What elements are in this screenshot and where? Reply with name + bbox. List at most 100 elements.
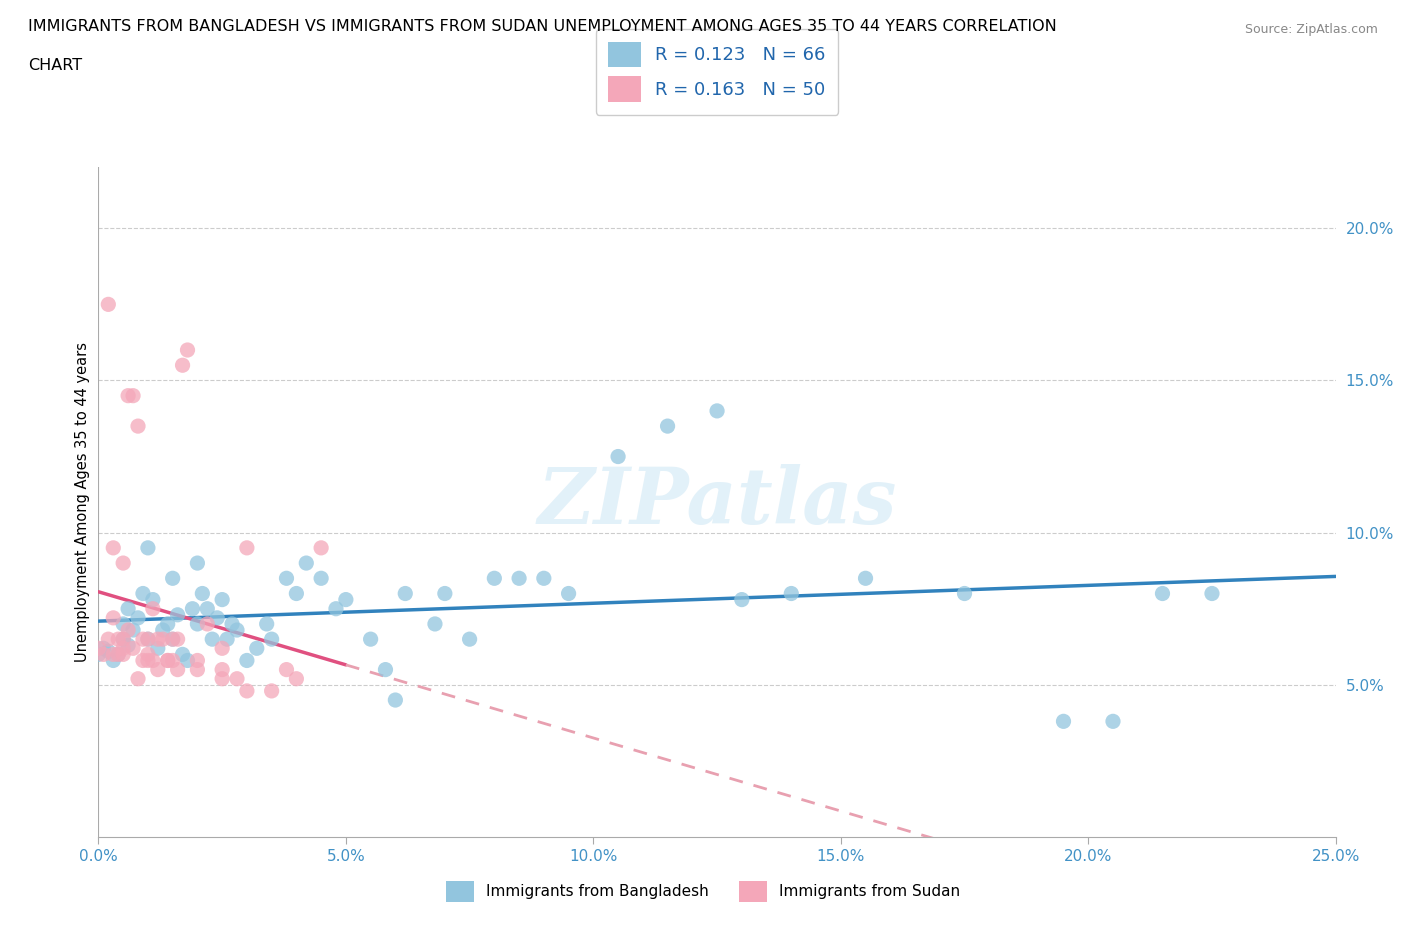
Point [221,617,243,631]
Point [136,631,159,646]
Point [533,571,555,586]
Point [103,653,125,668]
Point [276,662,298,677]
Point [146,631,169,646]
Point [360,631,382,646]
Legend: R = 0.123   N = 66, R = 0.163   N = 50: R = 0.123 N = 66, R = 0.163 N = 50 [596,29,838,114]
Point [136,631,159,646]
Legend: Immigrants from Bangladesh, Immigrants from Sudan: Immigrants from Bangladesh, Immigrants f… [440,874,966,909]
Point [176,342,198,357]
Point [103,610,125,625]
Point [112,555,135,570]
Point [107,647,129,662]
Point [107,631,129,646]
Point [166,662,188,677]
Text: ZIPatlas: ZIPatlas [537,464,897,540]
Text: CHART: CHART [28,58,82,73]
Point [156,617,179,631]
Point [953,586,976,601]
Point [142,653,165,668]
Point [211,662,233,677]
Point [217,631,239,646]
Point [433,586,456,601]
Point [112,647,135,662]
Point [205,610,228,625]
Point [136,647,159,662]
Point [855,571,877,586]
Point [186,653,208,668]
Point [226,671,249,686]
Point [172,647,194,662]
Point [285,671,308,686]
Point [107,647,129,662]
Point [607,449,630,464]
Point [309,571,332,586]
Point [162,631,184,646]
Point [394,586,416,601]
Point [384,693,406,708]
Y-axis label: Unemployment Among Ages 35 to 44 years: Unemployment Among Ages 35 to 44 years [75,342,90,662]
Point [162,631,184,646]
Point [186,662,208,677]
Point [1201,586,1223,601]
Point [117,622,139,637]
Point [195,617,218,631]
Point [731,592,754,607]
Point [136,540,159,555]
Point [236,684,259,698]
Point [103,647,125,662]
Point [260,684,283,698]
Point [103,540,125,555]
Point [191,586,214,601]
Point [309,540,332,555]
Point [325,602,347,617]
Point [112,641,135,656]
Point [657,418,679,433]
Point [484,571,506,586]
Point [152,631,174,646]
Point [112,631,135,646]
Point [211,592,233,607]
Point [122,388,145,403]
Point [176,653,198,668]
Text: Source: ZipAtlas.com: Source: ZipAtlas.com [1244,23,1378,36]
Point [142,602,165,617]
Point [211,671,233,686]
Point [236,540,259,555]
Point [156,653,179,668]
Point [93,647,115,662]
Point [87,641,110,656]
Point [122,641,145,656]
Point [195,602,218,617]
Point [87,647,110,662]
Point [236,653,259,668]
Point [186,617,208,631]
Point [142,592,165,607]
Point [127,610,149,625]
Point [117,638,139,653]
Point [1052,714,1074,729]
Point [557,586,579,601]
Point [186,555,208,570]
Point [97,644,120,658]
Point [423,617,446,631]
Point [256,617,278,631]
Point [97,297,120,312]
Point [127,671,149,686]
Point [295,555,318,570]
Point [285,586,308,601]
Point [117,602,139,617]
Point [136,653,159,668]
Point [246,641,269,656]
Point [146,662,169,677]
Point [117,388,139,403]
Point [181,602,204,617]
Point [146,641,169,656]
Point [260,631,283,646]
Point [112,631,135,646]
Point [112,617,135,631]
Point [122,622,145,637]
Point [132,586,155,601]
Text: IMMIGRANTS FROM BANGLADESH VS IMMIGRANTS FROM SUDAN UNEMPLOYMENT AMONG AGES 35 T: IMMIGRANTS FROM BANGLADESH VS IMMIGRANTS… [28,19,1057,33]
Point [335,592,357,607]
